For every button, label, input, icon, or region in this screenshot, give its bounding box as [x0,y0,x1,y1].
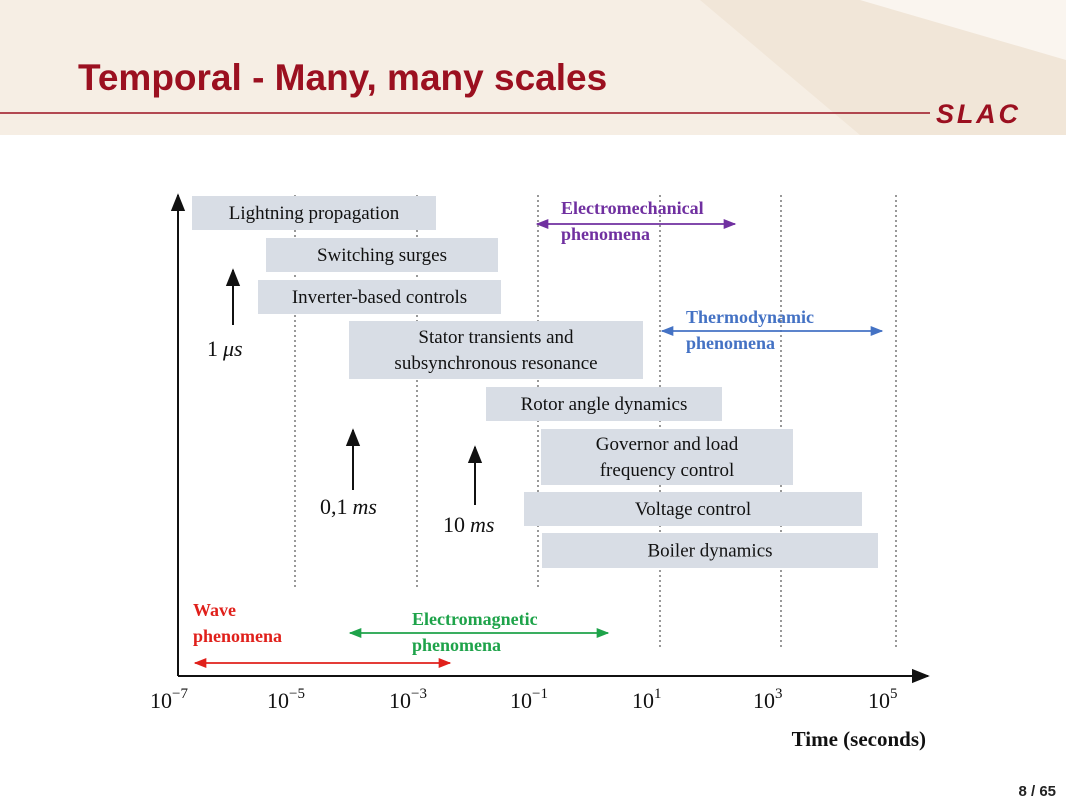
text-part: Voltage control [635,499,751,520]
time-range-bar [258,280,501,314]
slide-title: Temporal - Many, many scales [78,57,607,98]
bar-label: Inverter-based controls [292,287,467,308]
x-tick-label: 10−3 [389,686,427,713]
bar-label: Lightning propagation [229,203,400,224]
x-tick-label: 10−5 [267,686,305,713]
marker-label: 0,1 ms [320,494,377,519]
text-part: phenomena [561,224,650,244]
phenomena-label: Electromagnetic [412,609,538,629]
bar-label: frequency control [600,460,735,481]
phenomena-label: Electromechanical [561,198,704,218]
text-part: 10 [510,688,532,713]
phenomena-label: phenomena [412,635,501,655]
phenomena-label: phenomena [561,224,650,244]
text-part: 0,1 [320,494,348,519]
text-part: 10 [868,688,890,713]
text-part: phenomena [193,626,282,646]
text-part: 10 [632,688,654,713]
text-part: −7 [172,686,188,702]
text-part: 10 [753,688,775,713]
text-part: Stator transients and [418,327,574,348]
time-range-bar [266,238,498,272]
text-part: Wave [193,600,236,620]
text-part: Lightning propagation [229,203,400,224]
text-part: subsynchronous resonance [394,353,597,374]
text-part: frequency control [600,460,735,481]
bar-label: subsynchronous resonance [394,353,597,374]
text-part: 10 [443,512,465,537]
bar-label: Switching surges [317,245,447,266]
text-part: 1 [654,686,662,702]
bar-label: Rotor angle dynamics [521,394,688,415]
text-part: μs [222,336,243,361]
text-part: 10 [389,688,411,713]
time-range-bar [541,429,793,485]
time-range-bar [349,321,643,379]
time-range-bar [486,387,722,421]
text-part: Boiler dynamics [647,541,772,562]
phenomena-label: Wave [193,600,236,620]
text-part: Electromechanical [561,198,704,218]
phenomena-label: Thermodynamic [686,307,814,327]
timescale-diagram: Lightning propagation Switching surges Inv… [150,193,930,751]
bar-label: Voltage control [635,499,751,520]
text-part: ms [470,512,494,537]
bar-label: Governor and load [596,434,739,455]
text-part: Governor and load [596,434,739,455]
page-number: 8 / 65 [1018,783,1056,800]
phenomena-label: phenomena [193,626,282,646]
text-part: ms [353,494,377,519]
text-part: −1 [532,686,548,702]
x-tick-label: 101 [632,686,662,713]
text-part: Electromagnetic [412,609,538,629]
marker-label: 10 ms [443,512,494,537]
text-part: Switching surges [317,245,447,266]
text-part: phenomena [412,635,501,655]
bar-label: Stator transients and [418,327,574,348]
text-part: Inverter-based controls [292,287,467,308]
bar-label: Boiler dynamics [647,541,772,562]
text-part: −3 [411,686,427,702]
header-decor [700,0,1066,135]
time-range-bar [542,533,878,568]
text-part: Thermodynamic [686,307,814,327]
x-tick-label: 105 [868,686,898,713]
phenomena-label: phenomena [686,333,775,353]
x-tick-label: 103 [753,686,783,713]
header-decor [860,0,1066,60]
x-tick-label: 10−1 [510,686,548,713]
time-range-bar [524,492,862,526]
text-part: 10 [150,688,172,713]
text-part: Time (seconds) [792,727,926,751]
text-part: 1 [207,336,218,361]
time-range-bar [192,196,436,230]
text-part: phenomena [686,333,775,353]
text-part: 10 [267,688,289,713]
x-tick-label: 10−7 [150,686,188,713]
text-part: 5 [890,686,898,702]
text-part: −5 [289,686,305,702]
text-part: 3 [775,686,783,702]
text-part: Rotor angle dynamics [521,394,688,415]
axis-label: Time (seconds) [792,727,926,751]
marker-label: 1 μs [207,336,243,361]
logo: SLAC [936,99,1019,129]
